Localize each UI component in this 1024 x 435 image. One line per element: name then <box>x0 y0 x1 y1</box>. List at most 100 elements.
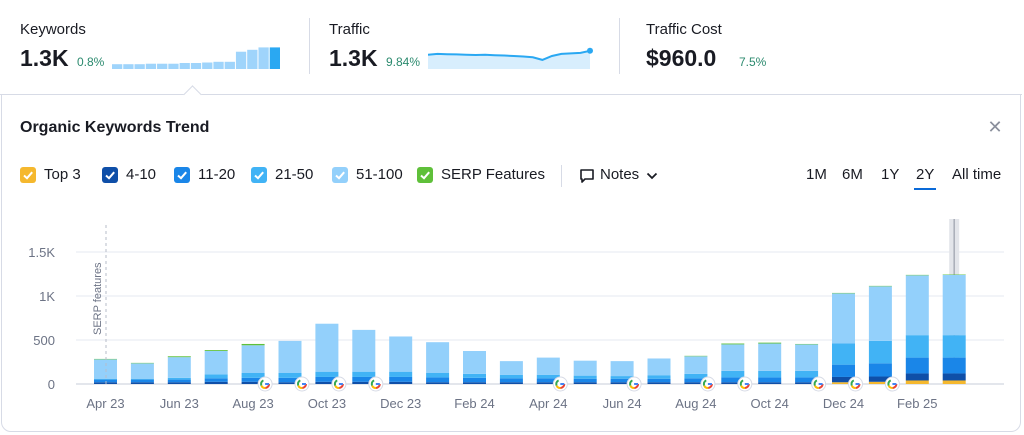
bar-segment-11-20 <box>204 378 228 382</box>
legend-label: Top 3 <box>44 166 81 183</box>
bar-segment-21-50 <box>463 373 486 378</box>
bar-segment-21-50 <box>130 378 154 380</box>
g-arc-yellow <box>629 379 640 389</box>
kpi-divider <box>619 18 620 74</box>
bar-segment-51-100 <box>389 336 413 372</box>
range-all-time[interactable]: All time <box>952 166 1002 183</box>
x-tick-label: Apr 23 <box>86 396 124 411</box>
spark-line <box>428 49 591 61</box>
g-arc-green <box>702 379 713 389</box>
bar-segment-51-100 <box>463 351 486 374</box>
bar-segment-4-10 <box>610 382 634 384</box>
bar-segment-21-50 <box>536 374 560 379</box>
x-tick-label: Dec 23 <box>380 396 421 411</box>
bar-segment-51-100 <box>315 323 339 372</box>
bar-segment-51-100 <box>573 360 597 376</box>
g-arc-green <box>555 379 566 389</box>
bar-segment-4-10 <box>573 382 597 384</box>
g-arc-yellow <box>739 379 750 389</box>
y-tick-label: 0 <box>48 377 55 392</box>
bar-segment-21-50 <box>167 377 191 380</box>
spark-bar <box>258 47 269 69</box>
bar-segment-21-50 <box>795 370 819 378</box>
bar-segment-11-20 <box>868 363 892 377</box>
bar-segment-51-100 <box>499 361 523 375</box>
spark-bar <box>134 64 145 69</box>
bar-segment-4-10 <box>536 382 560 384</box>
close-icon[interactable]: ✕ <box>987 117 1003 137</box>
bar-segment-top-3 <box>868 381 892 384</box>
bar-segment-serp-features <box>721 343 745 345</box>
checkbox-11-20[interactable] <box>174 167 190 183</box>
g-arc-yellow <box>850 379 861 389</box>
x-tick-label: Apr 24 <box>529 396 567 411</box>
range-2y[interactable]: 2Y <box>913 166 937 190</box>
legend-label: 21-50 <box>275 166 314 183</box>
notes-label: Notes <box>600 166 640 183</box>
bar-segment-21-50 <box>905 335 929 358</box>
chevron-down-icon <box>646 172 658 180</box>
google-update-marker <box>884 376 900 392</box>
checkbox-serp-features[interactable] <box>417 167 433 183</box>
range-1y[interactable]: 1Y <box>881 166 900 183</box>
bar-segment-11-20 <box>573 378 597 383</box>
range-1m[interactable]: 1M <box>806 166 827 183</box>
google-update-marker <box>331 376 347 392</box>
kpi-value: $960.0 <box>646 45 717 71</box>
bar-segment-51-100 <box>167 357 191 378</box>
checkbox-51-100[interactable] <box>332 167 348 183</box>
x-tick-label: Oct 23 <box>308 396 346 411</box>
spark-bar <box>145 63 157 69</box>
kpi-traffic[interactable]: Traffic 1.3K 9.84% <box>329 0 599 94</box>
kpi-value: 1.3K <box>20 45 69 71</box>
kpi-row: Keywords 1.3K 0.8% Traffic 1.3K 9.84% Tr… <box>0 0 1022 95</box>
google-update-marker <box>294 376 310 392</box>
bar-segment-11-20 <box>130 379 154 383</box>
kpi-value: 1.3K <box>329 45 378 71</box>
bar-segment-4-10 <box>905 373 929 381</box>
kpi-keywords[interactable]: Keywords 1.3K 0.8% <box>20 0 290 94</box>
legend-label: 51-100 <box>356 166 403 183</box>
bar-segment-21-50 <box>610 376 634 379</box>
range-6m[interactable]: 6M <box>842 166 863 183</box>
legend-label: SERP Features <box>441 166 545 183</box>
bar-segment-serp-features <box>758 342 782 344</box>
bar-segment-4-10 <box>204 381 228 384</box>
g-arc-yellow <box>813 379 824 389</box>
google-update-marker <box>811 376 827 392</box>
keywords-sparkline <box>112 47 280 69</box>
bar-segment-top-3 <box>942 380 966 384</box>
spark-bar <box>123 64 134 69</box>
x-tick-label: Oct 24 <box>751 396 789 411</box>
g-arc-yellow <box>260 379 271 389</box>
legend-label: 11-20 <box>198 166 236 183</box>
bar-segment-top-3 <box>832 382 855 384</box>
bar-segment-51-100 <box>905 275 929 336</box>
bar-segment-11-20 <box>278 377 302 383</box>
google-update-marker <box>368 376 384 392</box>
checkbox-top3[interactable] <box>20 167 36 183</box>
bar-segment-51-100 <box>536 357 560 375</box>
bar-segment-4-10 <box>868 376 892 382</box>
bar-segment-11-20 <box>241 377 265 382</box>
bar-segment-11-20 <box>832 364 855 377</box>
g-arc-yellow <box>370 379 381 389</box>
bar-segment-11-20 <box>647 378 671 383</box>
bar-segment-51-100 <box>684 356 708 374</box>
checkbox-21-50[interactable] <box>251 167 267 183</box>
g-arc-yellow <box>887 379 898 389</box>
organic-keywords-chart[interactable]: 0 500 1K 1.5K SERP features Apr 23 Jun 23 Aug 2… <box>0 205 1022 427</box>
bar-segment-4-10 <box>130 382 154 384</box>
kpi-label: Traffic <box>329 21 370 38</box>
bar-segment-11-20 <box>758 377 782 383</box>
bar-segment-51-100 <box>868 286 892 341</box>
y-tick-label: 500 <box>33 333 55 348</box>
spark-bar <box>112 64 123 69</box>
google-update-marker <box>626 376 642 392</box>
bar-segment-4-10 <box>795 382 819 384</box>
google-update-marker <box>257 376 273 392</box>
kpi-delta: 0.8% <box>77 55 105 69</box>
bar-segment-21-50 <box>241 373 265 378</box>
kpi-traffic-cost[interactable]: Traffic Cost $960.0 7.5% <box>646 0 896 94</box>
checkbox-4-10[interactable] <box>102 167 118 183</box>
